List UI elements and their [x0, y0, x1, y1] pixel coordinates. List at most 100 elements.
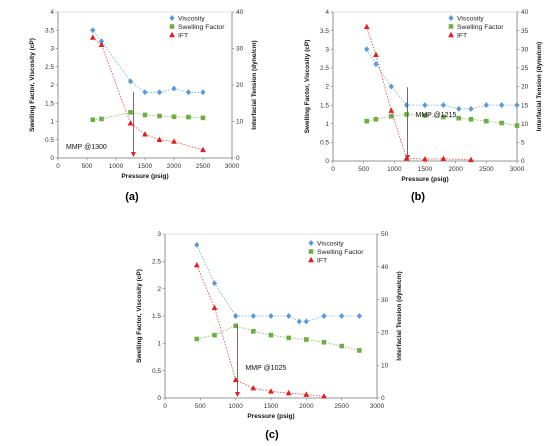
y2-tick-label: 20	[381, 330, 389, 337]
data-point-swelling-factor	[364, 118, 370, 124]
series-line-ift	[196, 265, 325, 397]
y-tick-label: 0.5	[320, 140, 329, 147]
x-tick-label: 0	[56, 163, 60, 170]
y2-tick-label: 35	[521, 28, 529, 35]
data-point-ift	[200, 146, 206, 153]
data-point-swelling-factor	[200, 115, 206, 121]
data-point-swelling-factor	[484, 118, 489, 124]
data-point-viscosity	[127, 78, 134, 85]
data-point-viscosity	[250, 313, 256, 319]
data-point-swelling-factor	[404, 112, 409, 117]
series-line-viscosity	[92, 30, 203, 93]
y2-tick-label: 25	[521, 65, 529, 72]
y2-tick-label: 40	[381, 264, 389, 271]
data-point-ift	[363, 23, 370, 30]
data-point-viscosity	[98, 38, 105, 45]
data-point-viscosity	[90, 27, 96, 34]
y2-tick-label: 10	[236, 119, 244, 126]
data-point-viscosity	[156, 89, 163, 96]
x-tick-label: 1500	[138, 163, 153, 170]
data-point-ift	[373, 51, 379, 58]
data-point-viscosity	[233, 313, 239, 319]
y2-tick-label: 40	[521, 9, 529, 16]
data-point-swelling-factor	[456, 115, 462, 121]
legend-label: IFT	[178, 32, 188, 39]
y2-tick-label: 5	[521, 140, 525, 147]
x-tick-label: 1500	[418, 166, 433, 173]
y-tick-label: 2.5	[45, 64, 54, 71]
chart-panel-b: 0 500 1000 1500 2000 2500 300000.511.522.533.5…	[304, 9, 543, 203]
y-tick-label: 2	[325, 84, 329, 91]
y2-tick-label: 0	[236, 155, 240, 162]
data-point-swelling-factor	[194, 336, 200, 342]
data-point-swelling-factor	[339, 343, 344, 349]
data-point-swelling-factor	[468, 116, 474, 122]
legend-marker-viscosity	[448, 15, 454, 21]
y-axis-title: Swelling Factor, Viscosity (cP)	[136, 269, 143, 363]
data-point-viscosity	[422, 102, 428, 109]
data-point-ift	[156, 136, 163, 142]
x-tick-label: 0	[163, 403, 167, 410]
data-point-swelling-factor	[268, 332, 274, 338]
data-point-viscosity	[171, 85, 177, 92]
y-tick-label: 1.5	[152, 313, 161, 320]
y-tick-label: 0	[50, 155, 54, 162]
x-tick-label: 500	[358, 166, 369, 173]
x-tick-label: 1000	[228, 403, 243, 410]
data-point-ift	[193, 261, 200, 268]
legend-label: Viscosity	[178, 15, 205, 22]
x-axis-title: Pressure (psig)	[401, 176, 448, 183]
y-tick-label: 2.5	[152, 259, 161, 266]
data-point-viscosity	[303, 318, 309, 325]
x-tick-label: 0	[331, 166, 335, 173]
data-point-viscosity	[339, 313, 345, 319]
chart-panel-c: 0 500 1000 1500 2000 2500 300000.511.522.53010…	[136, 231, 403, 441]
y2-tick-label: 40	[236, 9, 244, 16]
y-tick-label: 3	[325, 46, 329, 53]
data-point-ift	[142, 131, 148, 137]
mmp-annotation: MMP @1025	[245, 365, 286, 372]
legend-marker-swelling-factor	[308, 249, 314, 254]
data-point-swelling-factor	[142, 112, 148, 118]
data-point-swelling-factor	[157, 113, 162, 119]
mmp-arrow-head	[130, 152, 136, 157]
data-point-viscosity	[200, 89, 206, 96]
legend-marker-ift	[308, 256, 314, 263]
data-point-viscosity	[211, 280, 218, 287]
x-tick-label: 2500	[334, 403, 349, 410]
data-point-swelling-factor	[99, 116, 104, 122]
y2-tick-label: 0	[381, 395, 385, 402]
x-tick-label: 500	[195, 403, 206, 410]
legend-marker-swelling-factor	[448, 24, 454, 29]
y2-tick-label: 50	[381, 231, 389, 238]
y-tick-label: 2.5	[320, 65, 329, 72]
data-point-swelling-factor	[499, 120, 504, 126]
mmp-arrow-head	[234, 392, 240, 397]
y-tick-label: 1	[50, 119, 54, 126]
data-point-swelling-factor	[357, 348, 362, 353]
data-point-swelling-factor	[304, 337, 309, 342]
data-point-swelling-factor	[128, 110, 133, 115]
x-tick-label: 500	[82, 163, 93, 170]
chart-panel-a: 0 500 1000 1500 2000 2500 300000.511.522.533.5…	[29, 9, 258, 203]
data-point-ift	[98, 41, 105, 48]
legend-label: IFT	[317, 257, 327, 264]
data-point-ift	[268, 388, 274, 394]
mmp-arrow-head	[405, 155, 411, 160]
data-point-swelling-factor	[441, 114, 446, 120]
data-point-viscosity	[356, 313, 362, 319]
data-point-swelling-factor	[171, 114, 177, 120]
x-tick-label: 1000	[109, 163, 124, 170]
y2-tick-label: 30	[236, 46, 244, 53]
y2-tick-label: 10	[381, 362, 389, 369]
legend-label: Viscosity	[317, 240, 344, 247]
y2-tick-label: 15	[521, 102, 529, 109]
legend-marker-viscosity	[169, 15, 175, 21]
series-line-viscosity	[366, 49, 517, 110]
data-point-swelling-factor	[90, 117, 96, 122]
y-tick-label: 3.5	[320, 28, 329, 35]
data-point-ift	[211, 304, 218, 310]
data-point-ift	[250, 384, 257, 391]
x-axis-title: Pressure (psig)	[121, 173, 168, 180]
